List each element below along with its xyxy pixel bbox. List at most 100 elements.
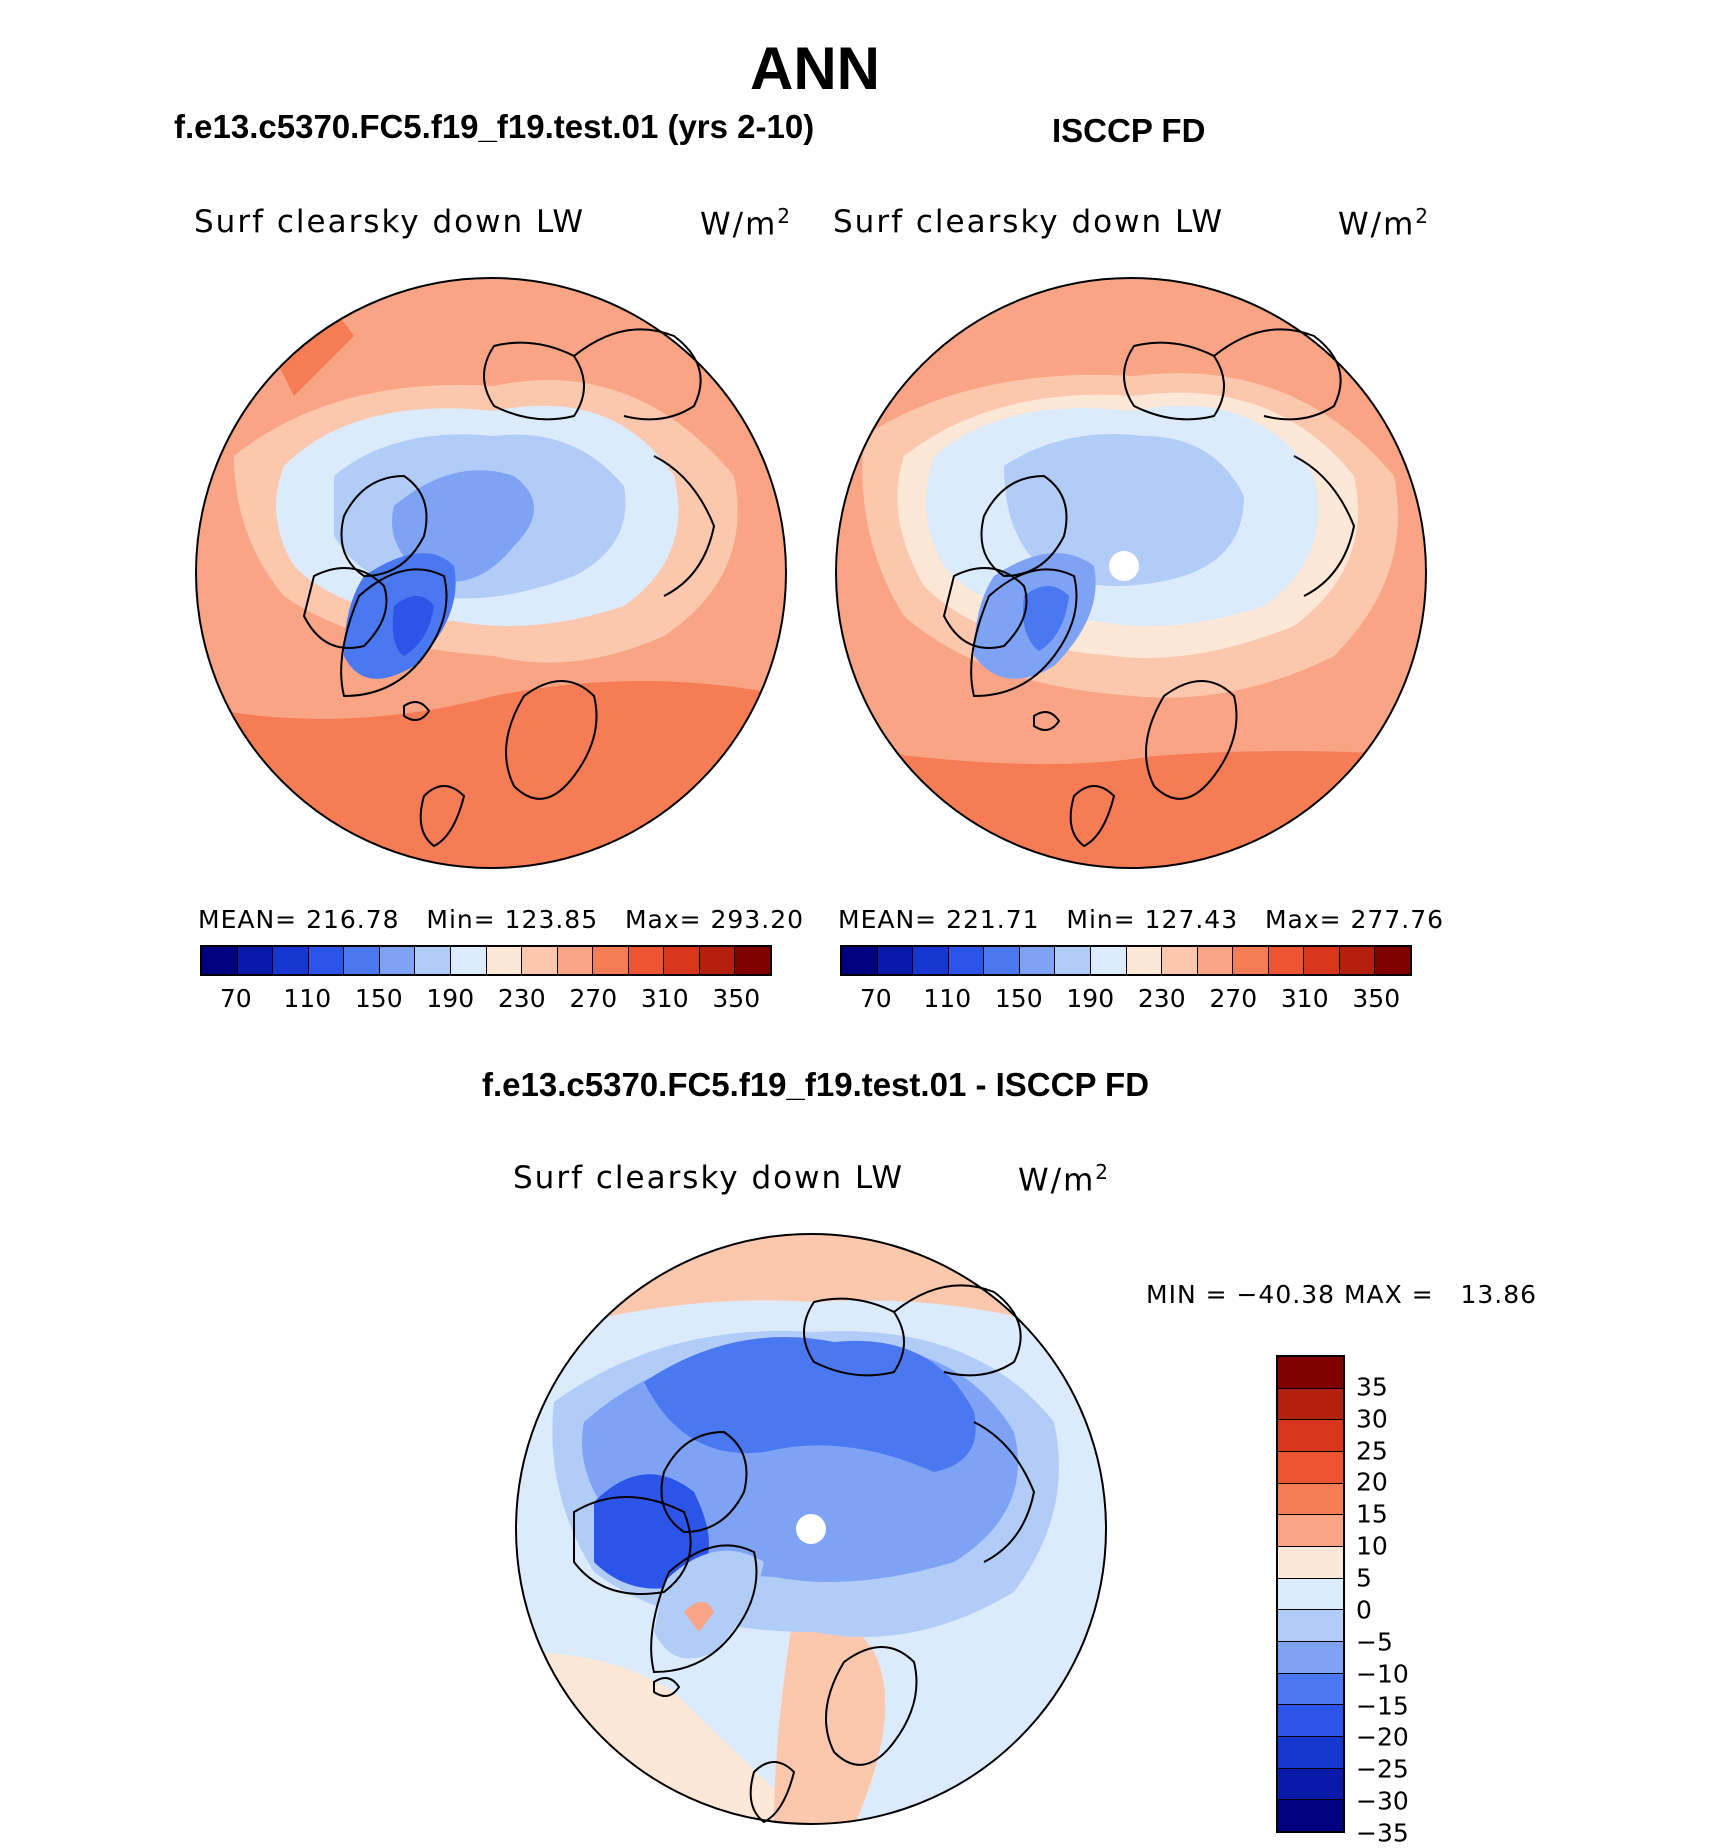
obs-units: W/m2: [1338, 204, 1431, 243]
colorbar-tick-label: 30: [1356, 1404, 1388, 1434]
diff-stats: MIN = −40.38 MAX = 13.86: [1146, 1280, 1538, 1309]
colorbar-swatch: [1278, 1388, 1343, 1421]
colorbar-tick-label: 0: [1356, 1595, 1372, 1625]
colorbar-swatch: [1278, 1768, 1343, 1801]
colorbar-tick-label: 230: [1137, 984, 1186, 1013]
colorbar-swatch: [593, 947, 629, 974]
colorbar-tick-label: 310: [640, 984, 689, 1013]
diff-units: W/m2: [1018, 1160, 1111, 1199]
colorbar-swatch: [984, 947, 1020, 974]
colorbar-swatch: [1278, 1673, 1343, 1706]
colorbar-tick-label: −20: [1356, 1722, 1409, 1752]
colorbar-swatch: [1233, 947, 1269, 974]
colorbar-swatch: [273, 947, 309, 974]
colorbar-tick-label: 35: [1356, 1372, 1388, 1402]
colorbar-tick-label: 350: [712, 984, 761, 1013]
colorbar-tick-label: −5: [1356, 1627, 1393, 1657]
obs-colorbar: [840, 945, 1412, 976]
model-units: W/m2: [700, 204, 793, 243]
colorbar-swatch: [450, 947, 487, 974]
model-field-label: Surf clearsky down LW: [194, 204, 586, 240]
colorbar-swatch: [842, 947, 878, 974]
colorbar-swatch: [1162, 947, 1198, 974]
diff-panel-title: f.e13.c5370.FC5.f19_f19.test.01 - ISCCP …: [482, 1066, 1150, 1103]
colorbar-swatch: [628, 947, 665, 974]
obs-polar-map: [835, 277, 1427, 869]
obs-panel-title: ISCCP FD: [1052, 112, 1206, 149]
colorbar-tick-label: 350: [1352, 984, 1401, 1013]
model-stats: MEAN= 216.78 Min= 123.85 Max= 293.20: [198, 905, 805, 934]
colorbar-tick-label: 270: [1209, 984, 1258, 1013]
obs-stats: MEAN= 221.71 Min= 127.43 Max= 277.76: [838, 905, 1445, 934]
model-colorbar: [200, 945, 772, 976]
colorbar-swatch: [1278, 1800, 1343, 1832]
colorbar-swatch: [1278, 1452, 1343, 1484]
colorbar-tick-label: 5: [1356, 1563, 1372, 1593]
diff-colorbar: [1276, 1355, 1345, 1833]
colorbar-swatch: [202, 947, 238, 974]
colorbar-swatch: [1278, 1578, 1343, 1611]
colorbar-swatch: [1090, 947, 1127, 974]
colorbar-swatch: [308, 947, 345, 974]
colorbar-swatch: [1278, 1420, 1343, 1453]
colorbar-tick-label: 10: [1356, 1531, 1388, 1561]
colorbar-swatch: [1055, 947, 1091, 974]
colorbar-swatch: [379, 947, 416, 974]
colorbar-swatch: [1339, 947, 1376, 974]
colorbar-tick-label: 110: [283, 984, 332, 1013]
colorbar-swatch: [344, 947, 380, 974]
colorbar-tick-label: 190: [1066, 984, 1115, 1013]
colorbar-tick-label: 150: [354, 984, 403, 1013]
diff-polar-map: [515, 1233, 1107, 1825]
colorbar-swatch: [237, 947, 274, 974]
colorbar-swatch: [1278, 1642, 1343, 1674]
colorbar-swatch: [1278, 1483, 1343, 1516]
colorbar-swatch: [913, 947, 949, 974]
colorbar-swatch: [1278, 1737, 1343, 1769]
season-title: ANN: [750, 35, 880, 102]
colorbar-tick-label: −30: [1356, 1786, 1409, 1816]
diff-colorbar-ticks: 35 30 25 20 15 10 5 0 −5 −10 −15 −20 −25 −30 −35: [1356, 1355, 1436, 1847]
colorbar-tick-label: −15: [1356, 1691, 1409, 1721]
colorbar-swatch: [1126, 947, 1163, 974]
colorbar-swatch: [1278, 1610, 1343, 1643]
colorbar-tick-label: 70: [219, 984, 252, 1013]
colorbar-swatch: [735, 947, 770, 974]
colorbar-swatch: [1197, 947, 1234, 974]
colorbar-swatch: [699, 947, 736, 974]
colorbar-tick-label: 110: [923, 984, 972, 1013]
colorbar-swatch: [1278, 1515, 1343, 1548]
colorbar-tick-label: 15: [1356, 1499, 1388, 1529]
colorbar-swatch: [1268, 947, 1305, 974]
colorbar-tick-label: 25: [1356, 1436, 1388, 1466]
colorbar-swatch: [877, 947, 914, 974]
colorbar-swatch: [948, 947, 985, 974]
colorbar-swatch: [1375, 947, 1410, 974]
colorbar-tick-label: −35: [1356, 1818, 1409, 1848]
colorbar-swatch: [415, 947, 451, 974]
obs-colorbar-ticks: 70 110 150 190 230 270 310 350: [840, 984, 1412, 1014]
model-panel-title: f.e13.c5370.FC5.f19_f19.test.01 (yrs 2-1…: [174, 108, 815, 145]
colorbar-tick-label: 270: [569, 984, 618, 1013]
colorbar-tick-label: −10: [1356, 1659, 1409, 1689]
colorbar-swatch: [1278, 1705, 1343, 1738]
colorbar-tick-label: 20: [1356, 1467, 1388, 1497]
colorbar-tick-label: 190: [426, 984, 475, 1013]
colorbar-swatch: [522, 947, 558, 974]
obs-field-label: Surf clearsky down LW: [833, 204, 1225, 240]
colorbar-tick-label: 70: [859, 984, 892, 1013]
colorbar-swatch: [557, 947, 594, 974]
colorbar-tick-label: 230: [497, 984, 546, 1013]
colorbar-swatch: [1278, 1357, 1343, 1389]
colorbar-tick-label: 310: [1280, 984, 1329, 1013]
model-colorbar-ticks: 70 110 150 190 230 270 310 350: [200, 984, 772, 1014]
colorbar-swatch: [486, 947, 523, 974]
colorbar-swatch: [1304, 947, 1340, 974]
model-polar-map: [195, 277, 787, 869]
colorbar-swatch: [1019, 947, 1056, 974]
colorbar-tick-label: 150: [994, 984, 1043, 1013]
diff-field-label: Surf clearsky down LW: [513, 1160, 905, 1196]
colorbar-swatch: [1278, 1547, 1343, 1579]
colorbar-tick-label: −25: [1356, 1754, 1409, 1784]
colorbar-swatch: [664, 947, 700, 974]
